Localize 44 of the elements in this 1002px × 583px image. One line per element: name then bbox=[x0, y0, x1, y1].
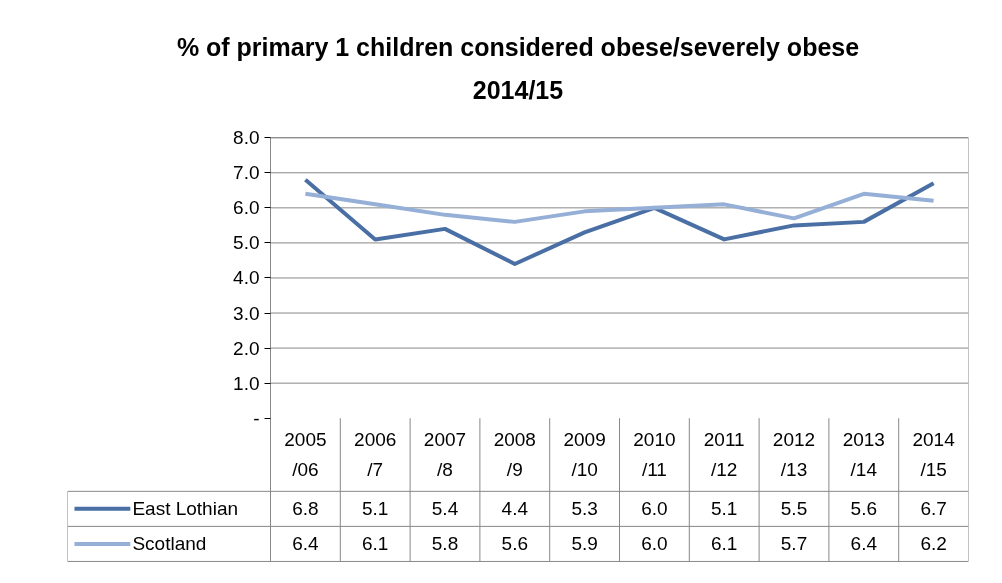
x-tick-label: 2012/13 bbox=[772, 429, 816, 481]
data-label: 6.0 bbox=[641, 498, 668, 520]
x-tick-label: 2005/06 bbox=[284, 429, 327, 481]
x-tick-label: 2009/10 bbox=[563, 429, 606, 481]
data-label: 6.1 bbox=[361, 533, 389, 555]
y-tick-label: 1.0 bbox=[233, 372, 260, 394]
x-tick-label: 2013/14 bbox=[842, 429, 885, 481]
legend-label: Scotland bbox=[132, 533, 207, 555]
data-label: 6.1 bbox=[710, 533, 738, 555]
data-label: 6.0 bbox=[641, 533, 668, 555]
x-tick-label: 2007/8 bbox=[423, 429, 467, 481]
data-label: 5.6 bbox=[850, 498, 878, 520]
y-tick-label: 7.0 bbox=[233, 162, 260, 184]
data-label: 5.1 bbox=[710, 498, 738, 520]
x-tick-label: 2011/12 bbox=[703, 429, 745, 481]
line-series bbox=[303, 177, 936, 266]
x-tick-label: 2014/15 bbox=[912, 429, 956, 481]
legend-label: East Lothian bbox=[132, 498, 239, 520]
data-label: 5.1 bbox=[361, 498, 389, 520]
data-label: 5.8 bbox=[431, 533, 459, 555]
data-label: 5.7 bbox=[780, 533, 808, 555]
data-label: 6.7 bbox=[920, 498, 947, 520]
x-tick-label: 2010/11 bbox=[633, 429, 676, 481]
data-label: 6.2 bbox=[920, 533, 947, 555]
data-label: 5.9 bbox=[571, 533, 598, 555]
data-label: 5.6 bbox=[501, 533, 529, 555]
y-tick-label: 8.0 bbox=[233, 127, 260, 149]
data-label: 6.4 bbox=[292, 533, 320, 555]
data-label: 5.5 bbox=[780, 498, 808, 520]
data-label: 4.4 bbox=[501, 498, 529, 520]
y-tick-label: 3.0 bbox=[233, 302, 260, 324]
data-label: 5.3 bbox=[571, 498, 598, 520]
y-tick-label: 6.0 bbox=[233, 197, 260, 219]
data-label: 5.4 bbox=[431, 498, 459, 520]
x-tick-label: 2008/9 bbox=[493, 429, 536, 481]
y-tick-label: 2.0 bbox=[233, 337, 260, 359]
data-label: 6.4 bbox=[850, 533, 878, 555]
x-tick-label: 2006/7 bbox=[354, 429, 397, 481]
chart-title: % of primary 1 children considered obese/severely obese 2014/15 bbox=[176, 32, 860, 105]
y-tick-label: - bbox=[253, 407, 260, 429]
line-series bbox=[303, 191, 936, 224]
y-tick-label: 5.0 bbox=[233, 232, 260, 254]
data-label: 6.8 bbox=[292, 498, 319, 520]
y-tick-label: 4.0 bbox=[233, 267, 260, 289]
